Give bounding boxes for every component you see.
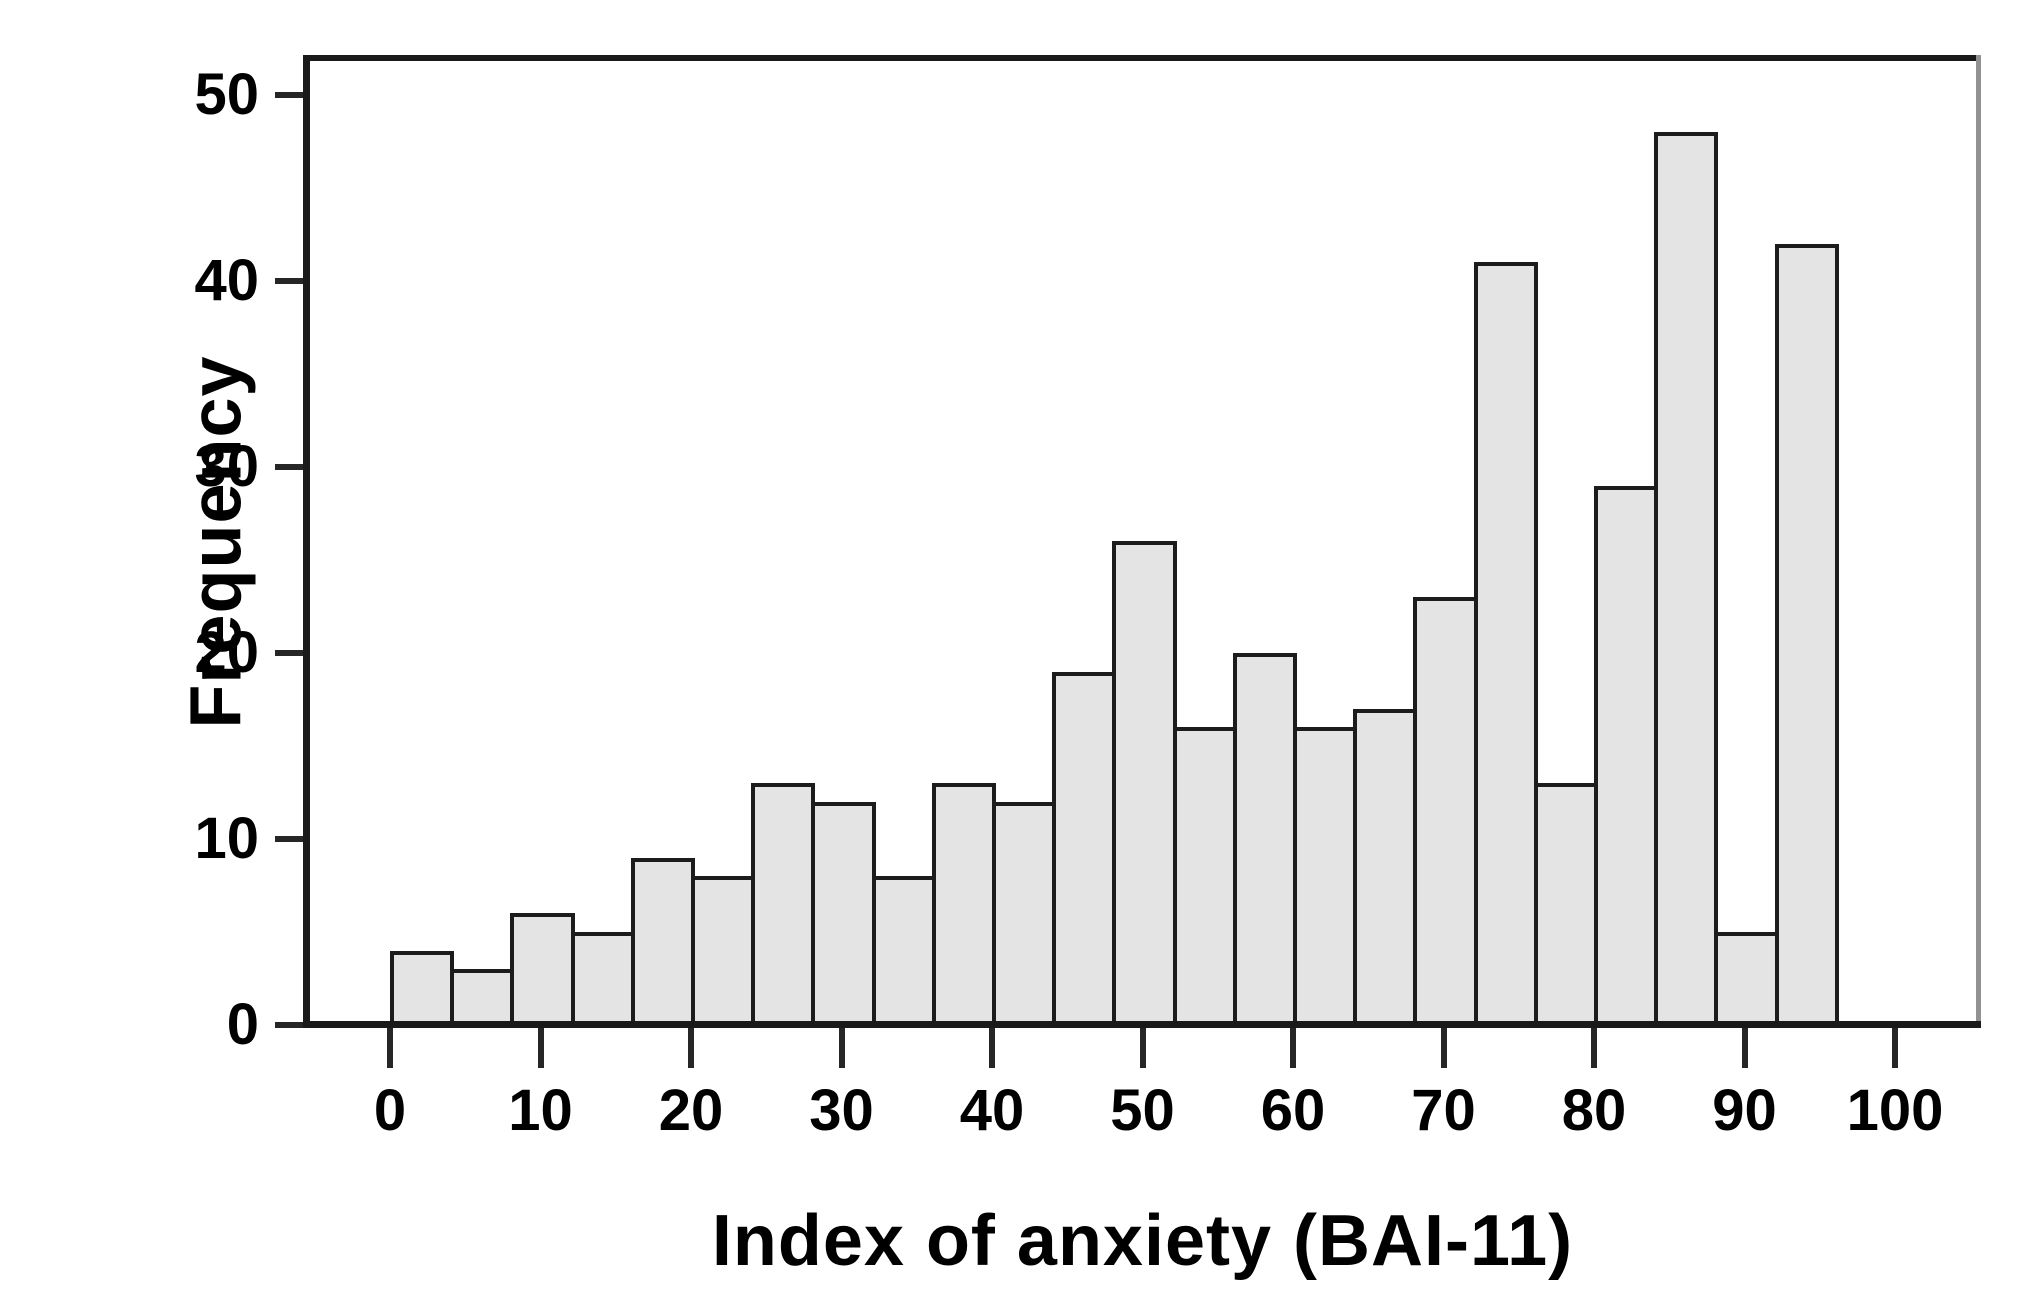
x-tick xyxy=(537,1028,544,1068)
x-tick-label: 30 xyxy=(809,1078,874,1143)
histogram-bar xyxy=(1052,671,1117,1025)
x-tick-label: 60 xyxy=(1260,1078,1326,1143)
y-tick-label: 50 xyxy=(194,62,259,127)
histogram-bar xyxy=(450,969,515,1025)
histogram-bar xyxy=(992,801,1057,1025)
histogram-bar xyxy=(570,932,635,1025)
x-tick-label: 90 xyxy=(1712,1078,1777,1143)
histogram-bar xyxy=(811,801,876,1025)
plot-frame-right xyxy=(1976,55,1981,1028)
x-tick-label: 20 xyxy=(658,1078,724,1143)
histogram-bar xyxy=(871,876,936,1025)
y-tick-label: 10 xyxy=(194,806,259,871)
x-tick xyxy=(688,1028,694,1068)
x-tick xyxy=(838,1028,845,1068)
x-axis-line xyxy=(303,1021,1981,1028)
plot-frame-top xyxy=(303,55,1981,61)
x-tick xyxy=(1591,1028,1597,1068)
histogram-bar xyxy=(1714,932,1779,1025)
x-tick xyxy=(1139,1028,1146,1068)
x-tick xyxy=(1892,1028,1898,1068)
histogram-bar xyxy=(1473,262,1538,1025)
x-tick-label: 100 xyxy=(1846,1078,1944,1143)
y-tick-label: 40 xyxy=(194,248,259,313)
y-axis-line xyxy=(303,55,310,1028)
x-tick-label: 70 xyxy=(1411,1078,1476,1143)
y-axis-title-box: Frequency xyxy=(30,58,257,1025)
x-tick xyxy=(989,1028,995,1068)
histogram-bar xyxy=(1353,708,1418,1025)
histogram-bar xyxy=(1172,727,1237,1025)
y-tick xyxy=(275,278,303,284)
plot-area: 0 10 20 30 40 50 0 10 20 30 40 50 60 70 80 90 100 xyxy=(194,55,1981,1142)
x-tick xyxy=(1290,1028,1296,1068)
histogram-bar xyxy=(751,783,816,1025)
histogram-bar xyxy=(1232,653,1297,1025)
histogram-bar xyxy=(1654,132,1719,1025)
x-tick xyxy=(1440,1028,1447,1068)
y-tick xyxy=(275,92,303,98)
histogram-bar xyxy=(1533,783,1598,1025)
y-tick xyxy=(275,650,303,656)
histogram-bar xyxy=(1774,243,1839,1025)
x-tick-label: 0 xyxy=(373,1078,407,1143)
histogram-bar xyxy=(1594,485,1659,1025)
histogram-bar xyxy=(931,783,996,1025)
y-tick-label: 20 xyxy=(194,620,259,685)
histogram-bar xyxy=(1293,727,1358,1025)
histogram-bar xyxy=(1413,597,1478,1025)
y-tick xyxy=(275,836,303,842)
y-tick-label: 0 xyxy=(226,992,259,1057)
y-tick-label: 30 xyxy=(194,434,259,499)
y-tick xyxy=(275,464,303,470)
histogram-bar xyxy=(630,857,695,1025)
x-tick-label: 80 xyxy=(1561,1078,1627,1143)
histogram-bar xyxy=(691,876,756,1025)
x-tick-label: 50 xyxy=(1110,1078,1175,1143)
x-tick-label: 10 xyxy=(508,1078,573,1143)
x-tick xyxy=(1741,1028,1748,1068)
histogram-bar xyxy=(510,913,575,1025)
x-tick xyxy=(387,1028,393,1068)
histogram-bar xyxy=(1112,541,1177,1025)
histogram-bar xyxy=(390,950,455,1025)
y-tick xyxy=(275,1022,303,1028)
x-axis-title: Index of anxiety (BAI-11) xyxy=(711,1201,1574,1281)
x-tick-label: 40 xyxy=(959,1078,1025,1143)
